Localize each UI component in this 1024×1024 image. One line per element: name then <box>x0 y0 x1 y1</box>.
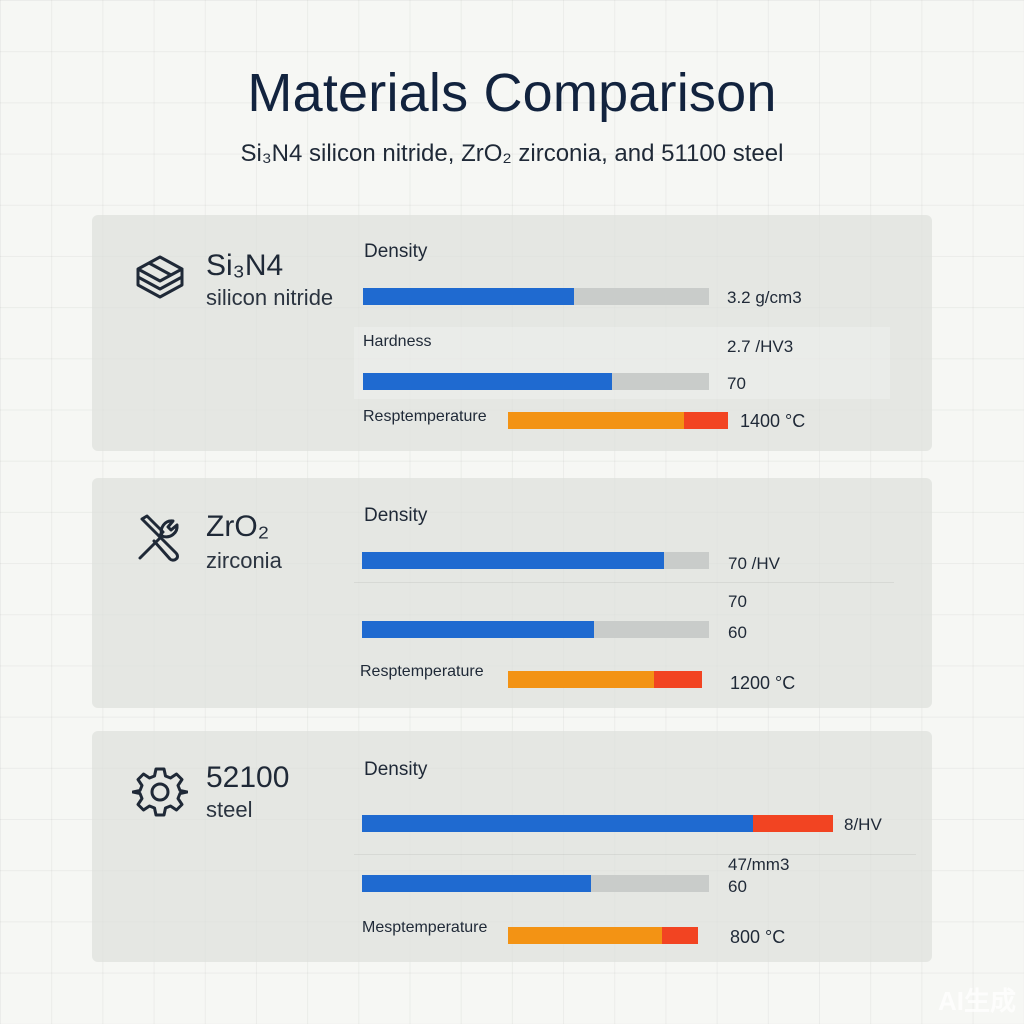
hardness-value: 70 <box>727 374 746 393</box>
gear-icon <box>132 767 188 817</box>
temperature-bar <box>508 671 702 688</box>
material-description: zirconia <box>206 548 282 573</box>
density-value: 70 /HV <box>728 554 780 573</box>
stacked-layers-icon <box>136 255 184 299</box>
row-divider <box>354 854 916 855</box>
second-row-bar <box>362 875 709 892</box>
density-bar-fill <box>362 815 753 832</box>
material-card-52100: 52100 steel Density 8/HV 47/mm3 60 Mespt… <box>92 731 932 962</box>
material-description: silicon nitride <box>206 285 334 310</box>
material-name: ZrO₂ <box>206 510 270 543</box>
density-label: Density <box>364 241 428 262</box>
temperature-bar-cap <box>661 927 698 944</box>
temperature-value: 800 °C <box>730 927 786 947</box>
temperature-bar-cap <box>684 412 728 429</box>
second-row-value: 60 <box>728 877 747 896</box>
density-label: Density <box>364 759 428 780</box>
temperature-value: 1400 °C <box>740 411 806 431</box>
density-value: 3.2 g/cm3 <box>727 288 802 307</box>
row-divider <box>354 582 894 583</box>
second-row-extra-value: 70 <box>728 592 747 611</box>
wrench-screwdriver-icon <box>138 514 179 562</box>
temperature-bar-cap <box>653 671 702 688</box>
page-subtitle: Si₃N4 silicon nitride, ZrO₂ zirconia, an… <box>240 140 784 167</box>
hardness-extra-value: 2.7 /HV3 <box>727 337 794 356</box>
hardness-bar-fill <box>363 373 613 390</box>
density-bar-fill <box>363 288 575 305</box>
second-row-value: 60 <box>728 623 747 642</box>
second-row-extra-value: 47/mm3 <box>728 855 790 874</box>
temperature-label: Resptemperature <box>363 408 487 425</box>
density-bar <box>362 552 709 569</box>
material-name: Si₃N4 <box>206 249 284 282</box>
material-description: steel <box>206 797 253 822</box>
density-bar <box>362 815 833 832</box>
density-label: Density <box>364 505 428 526</box>
temperature-bar-fill <box>508 927 662 944</box>
temperature-bar-fill <box>508 671 654 688</box>
temperature-label: Mesptemperature <box>362 919 488 936</box>
density-bar <box>363 288 709 305</box>
temperature-bar <box>508 412 728 429</box>
density-bar-cap <box>752 815 833 832</box>
temperature-bar-fill <box>508 412 684 429</box>
hardness-bar <box>363 373 709 390</box>
density-value: 8/HV <box>844 815 882 834</box>
second-row-bar <box>362 621 709 638</box>
temperature-value: 1200 °C <box>730 673 796 693</box>
material-card-si3n4: Si₃N4 silicon nitride Density 3.2 g/cm3 … <box>92 215 932 451</box>
temperature-bar <box>508 927 698 944</box>
temperature-label: Resptemperature <box>360 663 484 680</box>
hardness-label: Hardness <box>363 333 432 350</box>
second-row-bar-fill <box>362 875 592 892</box>
density-bar-fill <box>362 552 664 569</box>
watermark: AI生成 <box>937 986 1016 1016</box>
second-row-bar-fill <box>362 621 595 638</box>
page-title: Materials Comparison <box>247 63 777 123</box>
material-name: 52100 <box>206 761 290 794</box>
material-card-zro2: ZrO₂ zirconia Density 70 /HV 70 60 Respt… <box>92 478 932 708</box>
